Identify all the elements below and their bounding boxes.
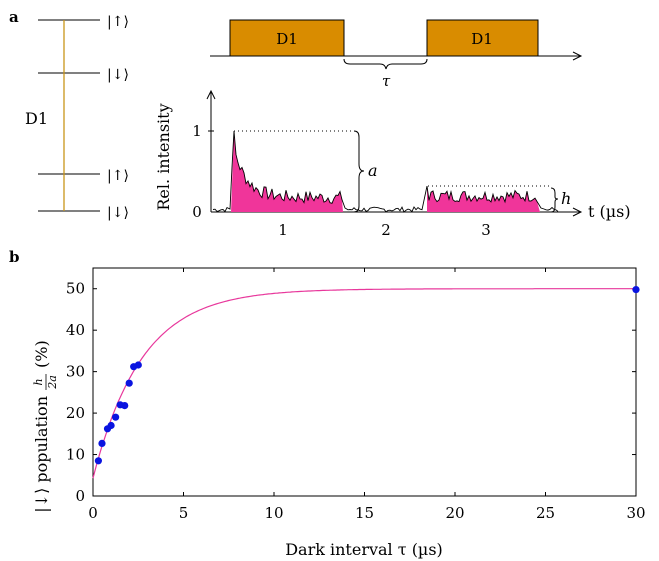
a-brace (353, 130, 365, 213)
y-tick-label: 50 (66, 280, 85, 298)
pulse-label-2: D1 (471, 30, 493, 48)
y-title-frac-num: h (32, 378, 45, 385)
pulse-box-1 (229, 19, 345, 57)
y-tick-label: 30 (66, 363, 85, 381)
data-points (94, 286, 640, 465)
pulse-box-2 (426, 19, 539, 57)
data-point (632, 286, 640, 294)
x-tick-label: 5 (179, 504, 189, 522)
x-tick-label: 10 (264, 504, 283, 522)
fit-curve (92, 288, 635, 479)
panel-a-label: a (9, 8, 19, 26)
y-title-main: |↓⟩ population (32, 396, 51, 513)
level-label-2: |↓⟩ (107, 67, 129, 83)
trace-x-axis-title: t (µs) (588, 202, 631, 221)
trace-line (212, 130, 559, 213)
h-brace (550, 187, 559, 213)
data-point (134, 361, 142, 369)
data-point (94, 457, 102, 465)
pulse-sequence: D1 D1 τ (210, 19, 583, 90)
level-label-3: |↑⟩ (107, 168, 129, 184)
level-label-1: |↑⟩ (107, 14, 129, 30)
trace-y-axis-arrow (206, 89, 216, 100)
tau-label: τ (382, 72, 391, 90)
data-point (121, 402, 129, 410)
panel-b-label: b (9, 248, 20, 266)
x-tick-label: 15 (355, 504, 374, 522)
y-title-unit: (%) (32, 340, 51, 368)
data-point (107, 421, 115, 430)
tau-brace (343, 58, 428, 70)
x-tick-label: 20 (445, 504, 464, 522)
a-brace-label: a (368, 161, 378, 180)
segment-label-1: 1 (278, 221, 288, 239)
chart-ticks: 0 5 10 15 20 25 30 0 10 20 30 40 50 (66, 268, 646, 522)
trace-fill-segment-3 (427, 186, 540, 212)
y-tick-label: 0 (75, 487, 85, 505)
segment-label-3: 3 (481, 221, 491, 239)
x-tick-label: 0 (88, 504, 98, 522)
pulse-label-1: D1 (276, 30, 298, 48)
chart-x-axis-title: Dark interval τ (µs) (285, 540, 443, 559)
d1-transition-label: D1 (25, 109, 48, 128)
segment-label-2: 2 (381, 221, 391, 239)
y-tick-label: 20 (66, 404, 85, 422)
x-tick-label: 30 (626, 504, 645, 522)
y-tick-label: 40 (66, 321, 85, 339)
energy-level-diagram: |↑⟩ |↓⟩ |↑⟩ |↓⟩ D1 (25, 14, 129, 221)
pulse-axis-arrow (572, 51, 583, 61)
level-label-4: |↓⟩ (107, 205, 129, 221)
trace-y-axis-title: Rel. intensity (154, 103, 173, 210)
data-point (112, 413, 120, 421)
chart-plot-frame (92, 267, 637, 497)
trace-fill-segment-1 (231, 131, 343, 212)
data-point (98, 439, 106, 447)
trace-y-tick-1: 1 (192, 122, 202, 140)
chart-y-axis-title: |↓⟩ population h 2a (%) (32, 340, 59, 512)
y-title-frac-den: 2a (46, 375, 59, 390)
trace-x-axis-arrow (572, 207, 583, 217)
fluorescence-trace-plot: 0 1 Rel. intensity t (µs) 1 2 3 a h (154, 89, 631, 239)
trace-y-tick-0: 0 (192, 203, 202, 221)
population-chart: 0 5 10 15 20 25 30 0 10 20 30 40 50 Dark interval τ … (32, 267, 646, 559)
h-brace-label: h (561, 189, 571, 208)
x-tick-label: 25 (536, 504, 555, 522)
data-point (125, 379, 133, 387)
y-tick-label: 10 (66, 446, 85, 464)
